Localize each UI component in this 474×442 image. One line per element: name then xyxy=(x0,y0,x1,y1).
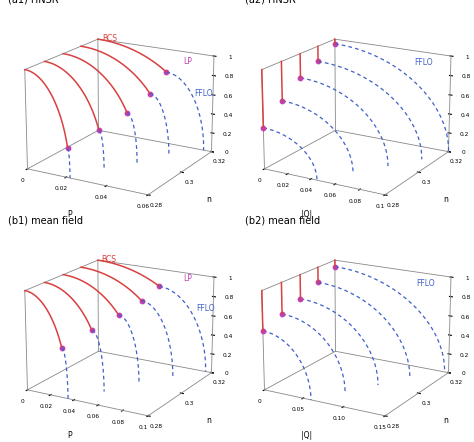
X-axis label: |Q|: |Q| xyxy=(301,431,312,440)
Y-axis label: n: n xyxy=(444,416,448,426)
X-axis label: |Q|: |Q| xyxy=(301,210,312,219)
Text: (a2) HNSR: (a2) HNSR xyxy=(245,0,296,4)
X-axis label: P: P xyxy=(67,431,72,440)
Y-axis label: n: n xyxy=(207,195,211,205)
Y-axis label: n: n xyxy=(444,195,448,205)
Text: (b1) mean field: (b1) mean field xyxy=(8,216,83,225)
Text: (b2) mean field: (b2) mean field xyxy=(245,216,320,225)
Text: (a1) HNSR: (a1) HNSR xyxy=(8,0,59,4)
Y-axis label: n: n xyxy=(207,416,211,426)
X-axis label: P: P xyxy=(67,210,72,219)
